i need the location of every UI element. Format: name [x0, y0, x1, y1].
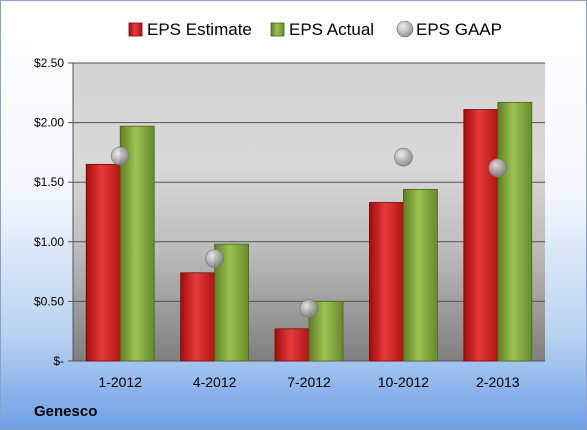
- marker-eps-gaap: [110, 146, 130, 166]
- x-tick-label: 7-2012: [287, 374, 331, 390]
- y-tick-label: $1.00: [34, 235, 64, 249]
- bar-eps-estimate: [463, 109, 499, 362]
- marker-eps-gaap: [488, 158, 508, 178]
- marker-eps-gaap: [394, 147, 413, 167]
- bar-eps-estimate: [85, 163, 121, 362]
- legend-swatch-eps-estimate: [128, 22, 143, 37]
- y-tick-label: $2.50: [34, 56, 64, 70]
- legend-label-eps-estimate: EPS Estimate: [147, 20, 252, 39]
- y-tick-label: $1.50: [34, 175, 64, 189]
- y-tick-label: $0.50: [34, 294, 64, 308]
- y-tick-label: $-: [53, 354, 64, 368]
- bar-eps-actual: [119, 125, 155, 362]
- bar-eps-estimate: [368, 202, 404, 362]
- x-tick-label: 1-2012: [98, 374, 142, 390]
- bar-eps-estimate: [180, 272, 216, 362]
- legend-swatch-eps-gaap: [396, 20, 414, 38]
- y-tick-label: $2.00: [34, 116, 64, 130]
- company-name: Genesco: [34, 403, 98, 420]
- bar-eps-actual: [497, 101, 533, 362]
- legend-label-eps-actual: EPS Actual: [289, 20, 374, 39]
- marker-eps-gaap: [299, 299, 319, 318]
- legend-label-eps-gaap: EPS GAAP: [416, 20, 502, 39]
- x-tick-label: 4-2012: [193, 374, 237, 390]
- x-tick-label: 10-2012: [378, 374, 430, 390]
- bar-eps-actual: [402, 188, 438, 362]
- bar-eps-estimate: [274, 328, 310, 362]
- x-tick-label: 2-2013: [476, 374, 520, 390]
- legend-swatch-eps-actual: [270, 22, 285, 37]
- marker-eps-gaap: [205, 249, 224, 268]
